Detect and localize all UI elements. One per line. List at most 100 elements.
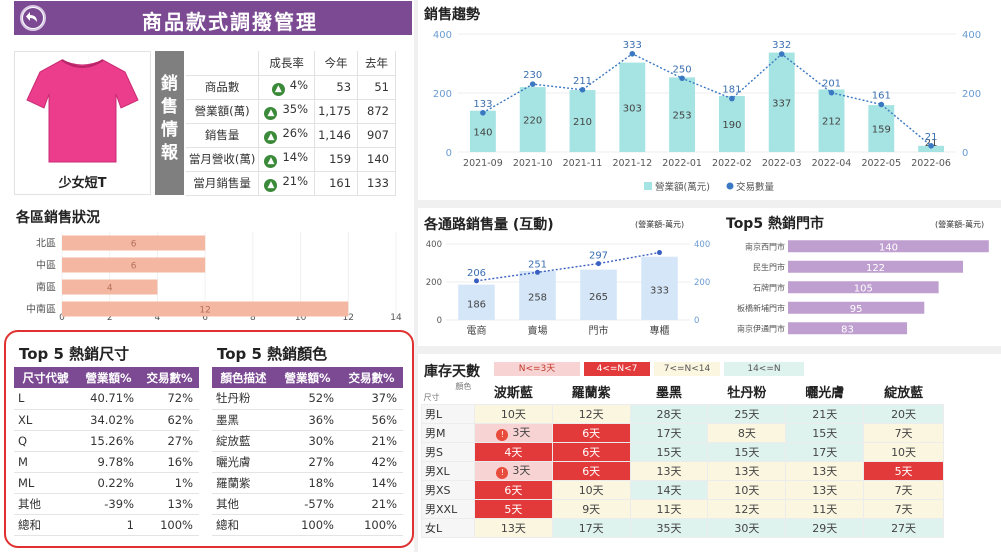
transactions-point <box>529 81 536 87</box>
inventory-cell[interactable]: 17天 <box>551 517 631 538</box>
transactions-point <box>629 50 636 57</box>
inventory-cell[interactable]: 15天 <box>629 441 709 462</box>
panel-divider <box>416 200 1001 208</box>
row-label: 商品數 <box>186 75 260 100</box>
product-card[interactable] <box>14 51 151 195</box>
inventory-cell[interactable]: ! 3天 <box>473 422 553 443</box>
inventory-row: 男S 4天 6天 15天 15天 17天 10天 <box>421 441 944 462</box>
inventory-cell[interactable]: 8天 <box>707 422 787 443</box>
inventory-cell[interactable]: 4天 <box>473 441 553 462</box>
inventory-cell[interactable]: 10天 <box>473 403 553 424</box>
region-value-label: 4 <box>107 284 113 294</box>
transactions-value-label: 230 <box>523 70 542 81</box>
store-bar <box>788 260 964 273</box>
up-arrow-icon: ▲ <box>264 155 278 168</box>
transactions-point <box>579 86 586 93</box>
inventory-cell[interactable]: 6天 <box>551 422 631 443</box>
inventory-cell[interactable]: 14天 <box>629 479 709 500</box>
x-tick-label: 門市 <box>589 324 609 337</box>
inventory-cell[interactable]: 15天 <box>707 441 787 462</box>
inventory-cell[interactable]: 30天 <box>707 517 787 538</box>
channel-point <box>596 261 601 267</box>
inventory-row: 女L 13天 17天 35天 30天 29天 27天 <box>421 517 944 538</box>
inventory-body: 男L 10天 12天 28天 25天 21天 20天 男M! 3天 6天 17天 8天 15天 7天 男S 4… <box>421 403 944 538</box>
inventory-row: 男M! 3天 6天 17天 8天 15天 7天 <box>421 422 944 443</box>
inventory-cell[interactable]: 5天 <box>473 498 553 519</box>
inventory-cell[interactable]: 6天 <box>551 460 631 481</box>
inventory-row: 男XS 6天 10天 14天 10天 13天 7天 <box>421 479 944 500</box>
store-label: 民生門市 <box>753 262 785 272</box>
inventory-cell[interactable]: 25天 <box>707 403 787 424</box>
x-tick-label: 8 <box>250 313 256 323</box>
inventory-cell[interactable]: 17天 <box>629 422 709 443</box>
product-image <box>26 59 139 163</box>
x-tick-label: 電商 <box>467 324 487 337</box>
up-arrow-icon: ▲ <box>264 179 278 192</box>
inventory-cell[interactable]: 20天 <box>863 403 944 424</box>
transactions-value-label: 181 <box>722 85 741 96</box>
inventory-row: 男XXL 5天 9天 11天 12天 11天 7天 <box>421 498 944 519</box>
inventory-cell[interactable]: 6天 <box>551 441 631 462</box>
revenue-bar <box>818 89 845 152</box>
store-bar <box>788 281 939 294</box>
up-arrow-icon: ▲ <box>264 131 278 144</box>
inventory-cell[interactable]: 11天 <box>629 498 709 519</box>
panel-divider <box>416 346 1001 354</box>
inventory-cell[interactable]: 10天 <box>551 479 631 500</box>
inventory-cell[interactable]: 13天 <box>629 460 709 481</box>
inventory-cell[interactable]: 12天 <box>551 403 631 424</box>
inventory-cell[interactable]: 13天 <box>473 517 553 538</box>
table-row: 羅蘭紫 18% 14% <box>212 472 403 494</box>
row-label: 當月營收(萬) <box>186 147 260 172</box>
inventory-cell[interactable]: 10天 <box>863 441 944 462</box>
inventory-cell[interactable]: ! 3天 <box>473 460 553 481</box>
col-this-year: 今年 <box>314 51 359 76</box>
revenue-bar <box>918 145 945 152</box>
region-bar <box>62 257 206 273</box>
x-tick-label: 2022-02 <box>712 158 752 169</box>
inventory-cell[interactable]: 15天 <box>785 422 865 443</box>
inventory-cell[interactable]: 7天 <box>863 498 944 519</box>
back-button[interactable] <box>20 5 46 31</box>
table-row: Q 15.26% 27% <box>14 430 199 452</box>
warning-icon: ! <box>496 467 509 479</box>
inventory-cell[interactable]: 17天 <box>785 441 865 462</box>
row-label: 營業額(萬) <box>186 99 260 124</box>
stores-title: Top5 熱銷門市 <box>726 216 824 232</box>
x-tick-label: 2021-11 <box>563 158 603 169</box>
inventory-cell[interactable]: 7天 <box>863 479 944 500</box>
inventory-cell[interactable]: 13天 <box>785 479 865 500</box>
legend-gte14: 14<=N <box>724 362 804 376</box>
inventory-cell[interactable]: 9天 <box>551 498 631 519</box>
size-label: 男M <box>421 422 475 443</box>
inventory-cell[interactable]: 11天 <box>785 498 865 519</box>
inventory-cell[interactable]: 21天 <box>785 403 865 424</box>
inventory-cell[interactable]: 7天 <box>863 422 944 443</box>
inventory-cell[interactable]: 5天 <box>863 460 944 481</box>
channel-value-label: 258 <box>528 292 547 303</box>
inventory-cell[interactable]: 10天 <box>707 479 787 500</box>
revenue-bar <box>768 52 795 152</box>
transactions-point <box>480 109 486 116</box>
revenue-bar <box>519 87 546 152</box>
store-bar <box>788 240 989 253</box>
store-label: 南京伊通門市 <box>737 323 785 333</box>
inventory-cell[interactable]: 29天 <box>785 517 865 538</box>
store-value-label: 140 <box>879 242 898 253</box>
store-label: 板橋新埔門市 <box>737 303 785 313</box>
store-bar <box>788 301 925 314</box>
col-revenue-pct: 營業額% <box>77 367 140 388</box>
inventory-cell[interactable]: 13天 <box>785 460 865 481</box>
store-value-label: 122 <box>866 263 885 274</box>
inventory-cell[interactable]: 28天 <box>629 403 709 424</box>
legend-lt3: N<=3天 <box>494 362 580 376</box>
inventory-cell[interactable]: 6天 <box>473 479 553 500</box>
inventory-cell[interactable]: 12天 <box>707 498 787 519</box>
col-size-code: 尺寸代號 <box>14 367 77 388</box>
col-color: 曬光膚 <box>785 380 864 404</box>
inventory-cell[interactable]: 27天 <box>863 517 944 538</box>
inventory-cell[interactable]: 13天 <box>707 460 787 481</box>
x-tick-label: 2 <box>107 313 113 323</box>
inventory-cell[interactable]: 35天 <box>629 517 709 538</box>
